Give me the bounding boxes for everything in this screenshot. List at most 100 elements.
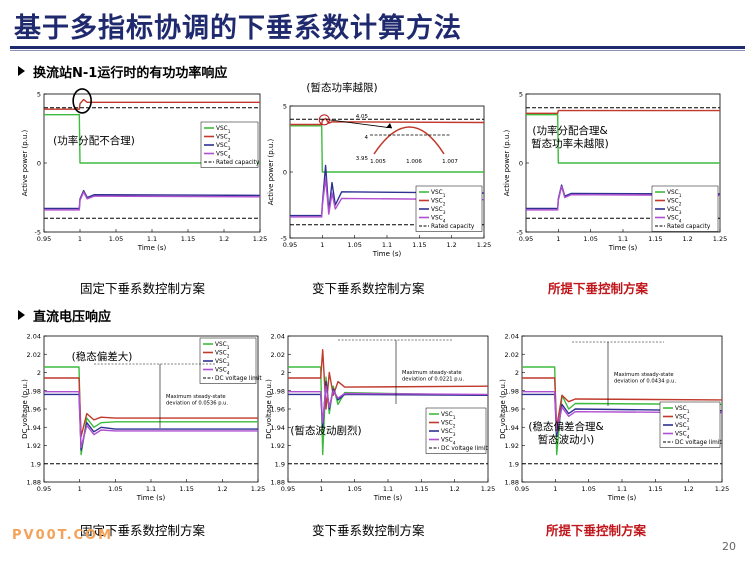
x-tick-label: 1.1 — [383, 485, 393, 493]
legend-label: DC voltage limit — [215, 376, 262, 382]
caption-fixed-droop: 固定下垂系数控制方案 — [80, 523, 206, 538]
x-tick-label: 1 — [556, 235, 560, 243]
x-tick-label: 1 — [78, 485, 82, 493]
y-tick-label: 1.94 — [27, 424, 41, 432]
steady-state-note: Maximum steady-state deviation of 0.0434 … — [614, 372, 676, 385]
y-tick-label: 1.88 — [271, 479, 285, 487]
x-tick-label: 1.05 — [347, 241, 361, 249]
x-tick-label: 1.25 — [251, 485, 265, 493]
y-tick-label: 2.04 — [27, 333, 41, 341]
x-tick-label: 1.1 — [146, 485, 156, 493]
x-tick-label: 1.25 — [713, 235, 727, 243]
y-tick-label: 1.98 — [505, 387, 519, 395]
y-tick-label: 2 — [37, 369, 41, 377]
y-tick-label: 0 — [37, 160, 41, 168]
x-tick-label: 1.1 — [147, 235, 157, 243]
y-tick-label: 0 — [283, 169, 287, 177]
inset-y-tick-label: 4 — [365, 135, 369, 141]
inset-y-tick-label: 4.05 — [356, 114, 369, 120]
y-tick-label: 1.94 — [505, 424, 519, 432]
series-line-vsc1 — [526, 114, 720, 164]
inset-y-tick-label: 3.95 — [356, 156, 369, 162]
y-tick-label: 1.98 — [271, 387, 285, 395]
x-tick-label: 1.2 — [449, 485, 459, 493]
x-axis-label: Time (s) — [607, 494, 637, 502]
x-tick-label: 0.95 — [37, 485, 51, 493]
y-tick-label: 1.96 — [505, 406, 519, 414]
x-axis-label: Time (s) — [372, 250, 402, 258]
series-line-vsc4 — [526, 185, 721, 211]
y-tick-label: 1.98 — [27, 387, 41, 395]
steady-state-note: Maximum steady-state deviation of 0.0536 … — [166, 394, 228, 407]
x-axis-label: Time (s) — [137, 244, 167, 252]
legend-label: VSC4 — [431, 216, 446, 225]
x-tick-label: 1.05 — [581, 485, 595, 493]
annotation-text: (功率分配不合理) — [53, 134, 135, 147]
legend-label: VSC2 — [431, 199, 446, 208]
legend-label: VSC2 — [441, 421, 456, 430]
x-tick-label: 1 — [78, 235, 82, 243]
y-tick-label: 2.04 — [505, 333, 519, 341]
chart-voltage-variable-droop: 0.95 1 1.05 1.1 1.15 1.2 1.25 2.04 2.02 2 1.98 1.96… — [265, 333, 495, 503]
chart-voltage-proposed-droop: 0.95 1 1.05 1.1 1.15 1.2 1.25 2.04 2.02 2 1.98 1.96… — [499, 333, 729, 503]
page-title: 基于多指标协调的下垂系数计算方法 — [14, 13, 462, 44]
y-tick-label: 0 — [519, 160, 523, 168]
x-tick-label: 1.25 — [253, 235, 267, 243]
x-tick-label: 1.2 — [683, 485, 693, 493]
x-tick-label: 1.25 — [477, 241, 491, 249]
y-tick-label: 1.94 — [271, 424, 285, 432]
legend-label: Rated capacity — [431, 224, 475, 230]
chart-power-fixed-droop: 0.95 1 1.05 1.1 1.15 1.2 1.25 5 0 -5 Time (s) Activ… — [21, 88, 267, 252]
caption-proposed-droop: 所提下垂控制方案 — [548, 281, 649, 296]
x-tick-label: 1.05 — [583, 235, 597, 243]
legend-label: VSC1 — [216, 126, 231, 135]
y-tick-label: 2.04 — [271, 333, 285, 341]
y-tick-label: -5 — [35, 229, 41, 237]
x-tick-label: 0.95 — [283, 241, 297, 249]
highlight-circle — [72, 88, 92, 114]
y-tick-label: 1.88 — [27, 479, 41, 487]
x-tick-label: 1.2 — [682, 235, 692, 243]
watermark: PV00T.COM — [12, 528, 114, 543]
inset-x-tick-label: 1.007 — [442, 159, 458, 165]
x-tick-label: 0.95 — [519, 235, 533, 243]
y-tick-label: 2 — [281, 369, 285, 377]
y-tick-label: 5 — [519, 91, 523, 99]
legend-label: VSC1 — [215, 342, 230, 351]
x-tick-label: 1 — [319, 485, 323, 493]
x-tick-label: 1.2 — [217, 485, 227, 493]
legend-label: DC voltage limit — [675, 440, 722, 446]
section-heading-power: 换流站N-1运行时的有功功率响应 — [18, 62, 227, 81]
y-axis-label: Active power (p.u.) — [21, 129, 29, 196]
annotation-text: (暂态功率越限) — [306, 81, 377, 94]
legend-label: VSC2 — [215, 351, 230, 360]
chart-power-variable-droop: 0.95 1 1.05 1.1 1.15 1.2 1.25 5 0 -5 Time (s) Activ… — [267, 81, 491, 258]
y-tick-label: 1.92 — [505, 442, 519, 450]
y-tick-label: 1.96 — [27, 406, 41, 414]
legend-label: VSC2 — [675, 415, 690, 424]
chart-power-proposed-droop: 0.95 1 1.05 1.1 1.15 1.2 1.25 5 0 -5 Time (s) Activ… — [503, 91, 727, 253]
y-tick-label: 5 — [283, 103, 287, 111]
annotation-text: (暂态波动剧烈) — [290, 424, 361, 437]
series-line-vsc2 — [44, 98, 260, 110]
section-label: 直流电压响应 — [33, 310, 112, 325]
title-rule-thin — [10, 50, 745, 51]
y-axis-label: DC voltage (p.u.) — [265, 379, 273, 439]
x-tick-label: 1.25 — [715, 485, 729, 493]
x-tick-label: 1.15 — [648, 235, 662, 243]
series-line-vsc2 — [526, 109, 720, 114]
x-axis-label: Time (s) — [136, 494, 166, 502]
y-axis-label: DC voltage (p.u.) — [499, 379, 507, 439]
caption-proposed-droop: 所提下垂控制方案 — [546, 523, 647, 538]
series-line-vsc1 — [44, 114, 260, 164]
inset-curve — [373, 126, 445, 155]
title-rule — [10, 46, 745, 49]
x-tick-label: 1.1 — [617, 485, 627, 493]
legend-label: VSC2 — [216, 135, 231, 144]
legend-label: VSC4 — [675, 432, 690, 441]
legend-label: DC voltage limit — [441, 446, 488, 452]
x-tick-label: 1.15 — [648, 485, 662, 493]
arrow-bullet-icon — [18, 66, 25, 76]
y-tick-label: 5 — [37, 91, 41, 99]
y-tick-label: 1.92 — [271, 442, 285, 450]
